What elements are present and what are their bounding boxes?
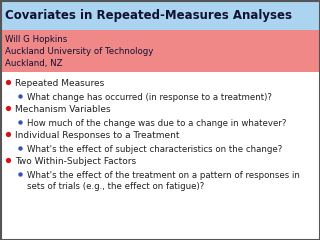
Text: Repeated Measures: Repeated Measures [15,79,104,88]
Text: Two Within-Subject Factors: Two Within-Subject Factors [15,157,136,166]
Text: Will G Hopkins: Will G Hopkins [5,35,67,44]
Text: Covariates in Repeated-Measures Analyses: Covariates in Repeated-Measures Analyses [5,8,292,22]
Text: Individual Responses to a Treatment: Individual Responses to a Treatment [15,131,180,140]
Text: Auckland, NZ: Auckland, NZ [5,59,62,68]
Text: What change has occurred (in response to a treatment)?: What change has occurred (in response to… [27,93,272,102]
Bar [0,30,320,72]
Text: Auckland University of Technology: Auckland University of Technology [5,47,153,56]
Text: What's the effect of subject characteristics on the change?: What's the effect of subject characteris… [27,145,282,154]
Text: How much of the change was due to a change in whatever?: How much of the change was due to a chan… [27,119,286,128]
Text: What's the effect of the treatment on a pattern of responses in: What's the effect of the treatment on a … [27,171,300,180]
Text: sets of trials (e.g., the effect on fatigue)?: sets of trials (e.g., the effect on fati… [27,182,204,191]
Text: Mechanism Variables: Mechanism Variables [15,105,111,114]
Bar [0,0,320,30]
